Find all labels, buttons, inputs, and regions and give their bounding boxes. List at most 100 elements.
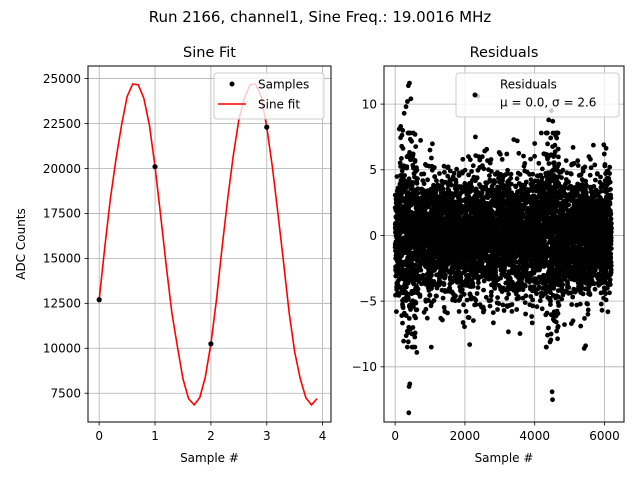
residual-point [544, 344, 549, 350]
figure-suptitle: Run 2166, channel1, Sine Freq.: 19.0016 … [149, 8, 492, 26]
residual-point [508, 175, 514, 181]
sine-fit-xlabel: Sample # [180, 451, 239, 465]
residual-point [516, 150, 522, 156]
residual-point [501, 308, 507, 313]
residual-point [530, 297, 535, 303]
residual-point [505, 167, 510, 173]
residual-point [529, 320, 535, 326]
residual-point [484, 146, 490, 152]
residual-point [440, 186, 446, 192]
residual-point [466, 273, 472, 279]
residual-point [559, 296, 565, 302]
sine-fit-chart: 0 1 2 3 475001000012500150001750020000225002… [14, 45, 332, 465]
residual-point [412, 334, 418, 340]
residual-point [481, 166, 487, 172]
residual-point [552, 142, 558, 148]
residual-point [440, 295, 446, 301]
residual-point [556, 161, 562, 167]
sine-fit-legend-box [213, 72, 325, 120]
residual-point [479, 260, 485, 266]
residual-point [491, 320, 496, 326]
residual-point [463, 210, 469, 215]
residual-point [506, 329, 511, 335]
residual-point [427, 292, 433, 298]
residual-point [459, 287, 465, 293]
residual-point [476, 280, 481, 286]
residual-point [532, 153, 537, 159]
residual-point [466, 315, 472, 320]
residual-point [559, 175, 564, 181]
x-tick-label: 4 [319, 429, 327, 443]
residual-point [435, 183, 441, 189]
residual-point [412, 344, 418, 350]
x-tick-label: 3 [263, 429, 271, 443]
residual-point [548, 298, 553, 304]
residual-point [523, 179, 529, 185]
residual-point [408, 307, 413, 312]
sine-fit-line [98, 83, 318, 407]
residual-point [410, 325, 416, 330]
residual-point [414, 167, 420, 173]
residual-point [495, 295, 500, 300]
residual-point [400, 305, 406, 311]
residual-point [425, 177, 430, 183]
residual-point [399, 132, 405, 138]
residual-point [458, 294, 464, 299]
sine-fit-ticks: 0 1 2 3 475001000012500150001750020000225002… [43, 72, 327, 443]
residual-point [405, 339, 411, 345]
residual-point [560, 167, 566, 173]
residual-point [522, 161, 528, 166]
residual-point [481, 307, 487, 313]
residual-point [496, 301, 502, 306]
residual-point [412, 132, 418, 137]
residual-point [404, 164, 410, 170]
residual-point [556, 302, 562, 308]
residual-point [546, 325, 551, 331]
residual-point [534, 304, 540, 310]
residual-point [431, 165, 437, 170]
residual-point [454, 166, 459, 172]
residual-point [473, 297, 479, 303]
residual-point [498, 151, 503, 157]
residual-point [405, 330, 411, 336]
residual-point [487, 303, 493, 309]
residual-point [434, 293, 439, 299]
y-tick-label: 22500 [43, 117, 81, 131]
residual-point [521, 153, 526, 159]
sample-point [208, 341, 214, 347]
residual-point [410, 151, 416, 157]
y-tick-label: 15000 [43, 252, 81, 266]
residual-point [514, 307, 520, 312]
residual-point [461, 302, 466, 308]
residual-point [418, 138, 423, 143]
residual-point [445, 173, 451, 179]
residual-point [421, 171, 427, 177]
residual-point [403, 268, 409, 273]
residual-point [443, 273, 448, 278]
residual-point [429, 286, 434, 291]
residuals-marks [392, 80, 614, 416]
residual-point [428, 344, 434, 350]
residual-point [462, 167, 468, 173]
residual-point [414, 307, 420, 313]
residual-point [394, 309, 399, 314]
residual-point [423, 306, 429, 312]
residual-point [400, 146, 406, 151]
residual-point [481, 287, 486, 293]
residual-point [537, 298, 543, 304]
residual-point [548, 331, 554, 337]
residual-point [415, 176, 420, 182]
sine-fit-ylabel: ADC Counts [14, 208, 28, 280]
residual-point [474, 291, 480, 296]
y-tick-label: 12500 [43, 297, 81, 311]
legend-samples-marker [229, 81, 235, 87]
residual-point [463, 309, 469, 314]
sine-fit-axes-frame [87, 65, 332, 423]
residual-point [540, 166, 545, 172]
residual-point [470, 163, 476, 169]
residual-point [405, 280, 411, 286]
residual-point [488, 297, 494, 303]
residual-point [499, 157, 505, 162]
residual-point [556, 154, 561, 160]
